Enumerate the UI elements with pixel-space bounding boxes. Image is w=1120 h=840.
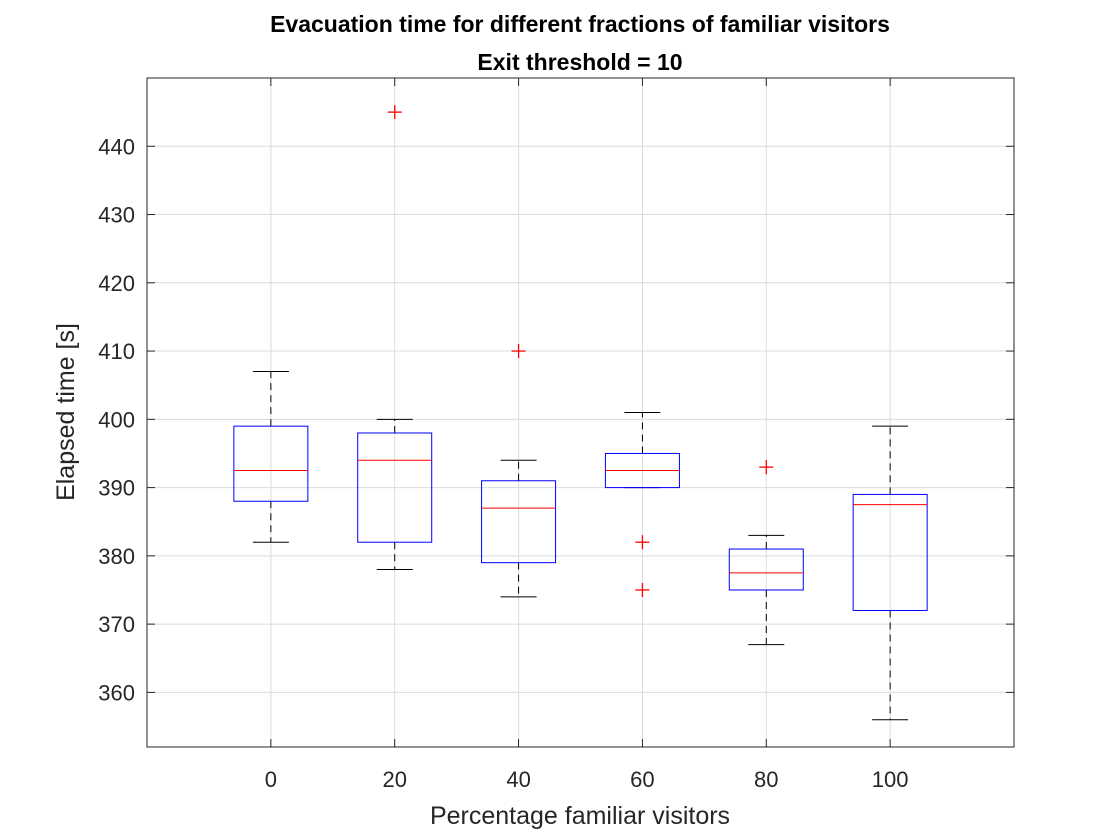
y-tick-label: 440 bbox=[98, 134, 135, 159]
box-group-0 bbox=[233, 371, 309, 543]
outlier-marker bbox=[635, 582, 650, 597]
iqr-box bbox=[233, 425, 309, 502]
x-tick-label: 80 bbox=[754, 767, 778, 792]
box-group-60 bbox=[604, 412, 680, 597]
y-tick-label: 420 bbox=[98, 271, 135, 296]
y-tick-label: 380 bbox=[98, 544, 135, 569]
chart-subtitle: Exit threshold = 10 bbox=[477, 49, 682, 75]
y-tick-label: 390 bbox=[98, 476, 135, 501]
iqr-box bbox=[357, 432, 433, 543]
x-axis-label: Percentage familiar visitors bbox=[430, 802, 730, 830]
box-group-40 bbox=[481, 344, 557, 598]
y-tick-label: 430 bbox=[98, 203, 135, 228]
x-tick-label: 40 bbox=[506, 767, 530, 792]
box-group-20 bbox=[357, 105, 433, 571]
y-tick-label: 370 bbox=[98, 612, 135, 637]
outlier-marker bbox=[635, 535, 650, 550]
y-tick-label: 360 bbox=[98, 680, 135, 705]
box-group-100 bbox=[852, 425, 928, 721]
outlier-marker bbox=[511, 344, 526, 359]
iqr-box bbox=[481, 480, 557, 564]
y-axis-label: Elapsed time [s] bbox=[52, 323, 80, 501]
box-plots bbox=[233, 105, 928, 721]
iqr-box bbox=[728, 548, 804, 591]
y-tick-label: 410 bbox=[98, 339, 135, 364]
x-tick-label: 20 bbox=[382, 767, 406, 792]
iqr-box bbox=[852, 493, 928, 611]
box-group-80 bbox=[728, 460, 804, 646]
y-tick-label: 400 bbox=[98, 407, 135, 432]
x-tick-label: 100 bbox=[872, 767, 909, 792]
chart-title: Evacuation time for different fractions … bbox=[270, 11, 890, 37]
plot-frame bbox=[146, 77, 1015, 748]
grid-lines bbox=[147, 78, 1014, 747]
axis-ticks: 360 370 380 390 400 410 420 430 440 0 20 40 60 80 100 bbox=[98, 78, 1014, 792]
outlier-marker bbox=[387, 105, 402, 120]
x-tick-label: 0 bbox=[265, 767, 277, 792]
x-tick-label: 60 bbox=[630, 767, 654, 792]
outlier-marker bbox=[759, 460, 774, 475]
